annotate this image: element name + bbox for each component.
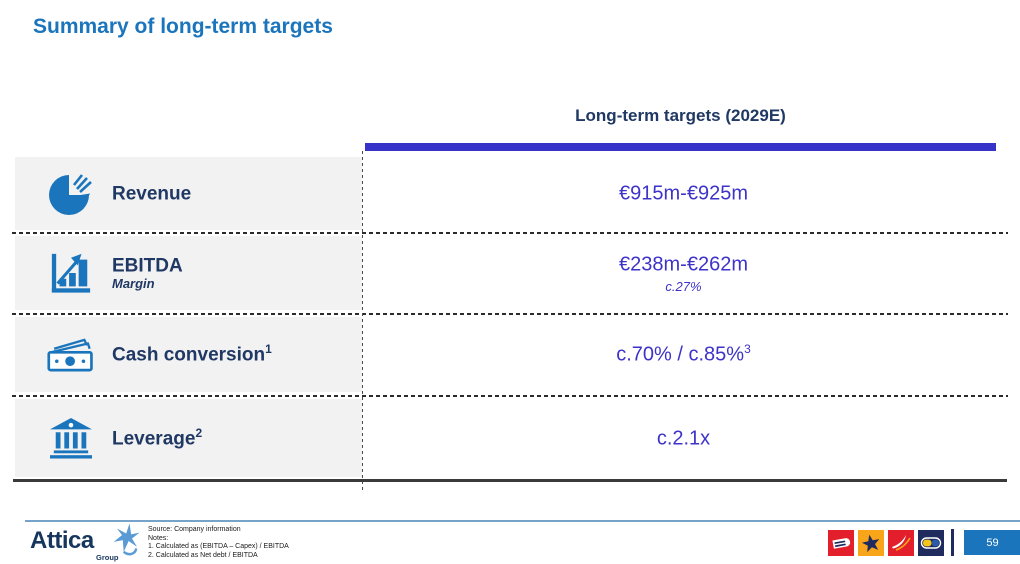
- column-header-bar: [365, 143, 996, 151]
- note-1: 1. Calculated as (EBITDA – Capex) / EBIT…: [148, 543, 289, 551]
- table-row-cash-conversion: Cash conversion1 c.70% / c.85%3: [15, 317, 1005, 392]
- row-label-cell: Cash conversion1: [15, 317, 362, 392]
- bar-chart-growth-icon: [47, 249, 95, 297]
- blue-star-ferries-logo: [858, 529, 884, 556]
- superfast-ferries-logo: [828, 529, 854, 556]
- row-label: EBITDA: [112, 255, 183, 277]
- row-label-cell: EBITDA Margin: [15, 236, 362, 310]
- row-value: €915m-€925m: [619, 182, 748, 205]
- footnote-marker: 3: [744, 342, 751, 357]
- note-2: 2. Calculated as Net debt / EBITDA: [148, 551, 258, 559]
- row-divider: [12, 313, 1008, 315]
- table-bottom-border: [13, 479, 1007, 482]
- row-label: Leverage2: [112, 425, 203, 450]
- table-row-ebitda: EBITDA Margin €238m-€262m c.27%: [15, 236, 1005, 310]
- pie-chart-icon: [47, 170, 95, 218]
- footnotes: Source: Company information Notes: 1. Ca…: [148, 526, 289, 560]
- column-divider: [361, 151, 364, 490]
- row-label: Revenue: [112, 183, 192, 205]
- row-label-cell: Leverage2: [15, 399, 362, 477]
- row-subvalue: c.27%: [665, 278, 702, 294]
- source-line: Source: Company information: [148, 526, 241, 533]
- hellenic-seaways-logo: [888, 529, 914, 556]
- attica-group-logo: Attica Group: [30, 523, 145, 564]
- row-label-cell: Revenue: [15, 157, 362, 230]
- footnote-marker: 2: [195, 425, 203, 440]
- attica-logo-text: Attica: [30, 527, 94, 554]
- row-value: c.2.1x: [656, 427, 711, 450]
- column-header: Long-term targets (2029E): [575, 106, 786, 125]
- footer-separator-bar: [951, 529, 954, 556]
- row-label: Cash conversion1: [112, 342, 272, 366]
- table-row-leverage: Leverage2 c.2.1x: [15, 399, 1005, 477]
- attica-star-icon: [112, 523, 142, 564]
- table-row-revenue: Revenue €915m-€925m: [15, 157, 1005, 230]
- row-value-cell: €915m-€925m: [362, 157, 1005, 230]
- footnote-marker: 1: [265, 342, 272, 357]
- page-number-badge: 59: [964, 530, 1020, 555]
- row-value-cell: €238m-€262m c.27%: [362, 236, 1005, 310]
- bank-building-icon: [47, 414, 95, 462]
- row-value-cell: c.2.1x: [362, 399, 1005, 477]
- row-value: c.70% / c.85%3: [616, 342, 751, 366]
- row-sublabel: Margin: [112, 276, 155, 292]
- page-title: Summary of long-term targets: [33, 15, 333, 38]
- notes-line: Notes:: [148, 534, 169, 542]
- attica-logo-subtext: Group: [96, 553, 119, 562]
- row-divider: [12, 395, 1008, 397]
- footer-divider: [25, 520, 1020, 523]
- row-divider: [12, 232, 1008, 234]
- row-value-cell: c.70% / c.85%3: [362, 317, 1005, 392]
- banknotes-icon: [47, 331, 95, 379]
- brand-logos: 59: [828, 529, 1020, 556]
- aml-logo: [918, 529, 944, 556]
- row-value: €238m-€262m: [619, 253, 748, 276]
